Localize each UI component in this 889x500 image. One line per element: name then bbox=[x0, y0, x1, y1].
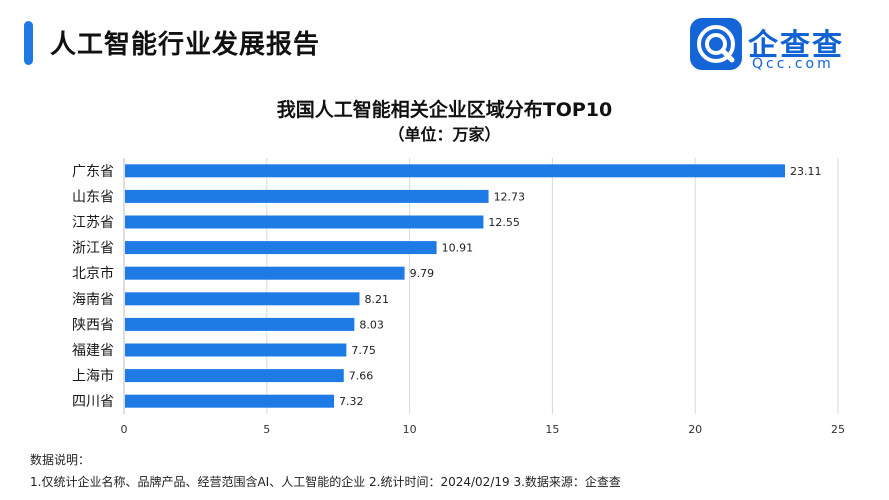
value-label: 8.21 bbox=[364, 293, 389, 306]
category-label: 陕西省 bbox=[72, 317, 114, 333]
category-label: 上海市 bbox=[72, 368, 114, 385]
value-label: 23.11 bbox=[790, 165, 822, 178]
category-label: 福建省 bbox=[72, 343, 114, 359]
category-label: 北京市 bbox=[72, 265, 114, 282]
category-label: 浙江省 bbox=[72, 241, 114, 257]
bar bbox=[125, 343, 347, 357]
logo-name: 企查查 bbox=[748, 28, 844, 63]
category-label: 四川省 bbox=[72, 394, 114, 410]
x-tick-label: 0 bbox=[121, 423, 128, 436]
notes-label: 数据说明： bbox=[30, 453, 91, 467]
notes-text: 1.仅统计企业名称、品牌产品、经营范围含AI、人工智能的企业 2.统计时间：20… bbox=[30, 475, 621, 489]
category-label: 山东省 bbox=[72, 189, 114, 205]
page-title: 人工智能行业发展报告 bbox=[50, 30, 321, 60]
logo-subtext: Qcc.com bbox=[752, 56, 834, 72]
x-tick-label: 15 bbox=[545, 423, 559, 436]
x-tick-label: 10 bbox=[403, 423, 417, 436]
x-tick-label: 5 bbox=[263, 423, 270, 436]
value-label: 10.91 bbox=[442, 242, 474, 255]
bar bbox=[125, 215, 484, 229]
category-label: 广东省 bbox=[72, 164, 114, 180]
bar bbox=[125, 266, 405, 280]
bar bbox=[125, 189, 489, 203]
qcc-logo: 企查查 Qcc.com bbox=[690, 18, 865, 76]
bar bbox=[125, 292, 360, 306]
value-label: 7.75 bbox=[351, 344, 376, 357]
x-tick-label: 25 bbox=[831, 423, 845, 436]
x-tick-label: 20 bbox=[688, 423, 702, 436]
value-label: 9.79 bbox=[410, 267, 435, 280]
bar bbox=[125, 369, 344, 383]
value-label: 7.66 bbox=[349, 370, 374, 383]
category-label: 海南省 bbox=[72, 292, 114, 308]
qcc-logo-icon bbox=[690, 18, 742, 70]
bar bbox=[125, 164, 786, 178]
title-accent-bar bbox=[24, 21, 33, 65]
chart-title: 我国人工智能相关企业区域分布TOP10 bbox=[276, 99, 613, 121]
value-label: 12.73 bbox=[494, 190, 526, 203]
report-header: 人工智能行业发展报告 企查查 Qcc.com bbox=[0, 0, 889, 80]
bar bbox=[125, 394, 335, 408]
value-label: 7.32 bbox=[339, 395, 364, 408]
value-label: 8.03 bbox=[359, 318, 384, 331]
bar bbox=[125, 241, 437, 255]
chart-subtitle: （单位：万家） bbox=[388, 125, 501, 144]
bar bbox=[125, 317, 355, 331]
category-label: 江苏省 bbox=[72, 215, 114, 231]
value-label: 12.55 bbox=[488, 216, 519, 229]
